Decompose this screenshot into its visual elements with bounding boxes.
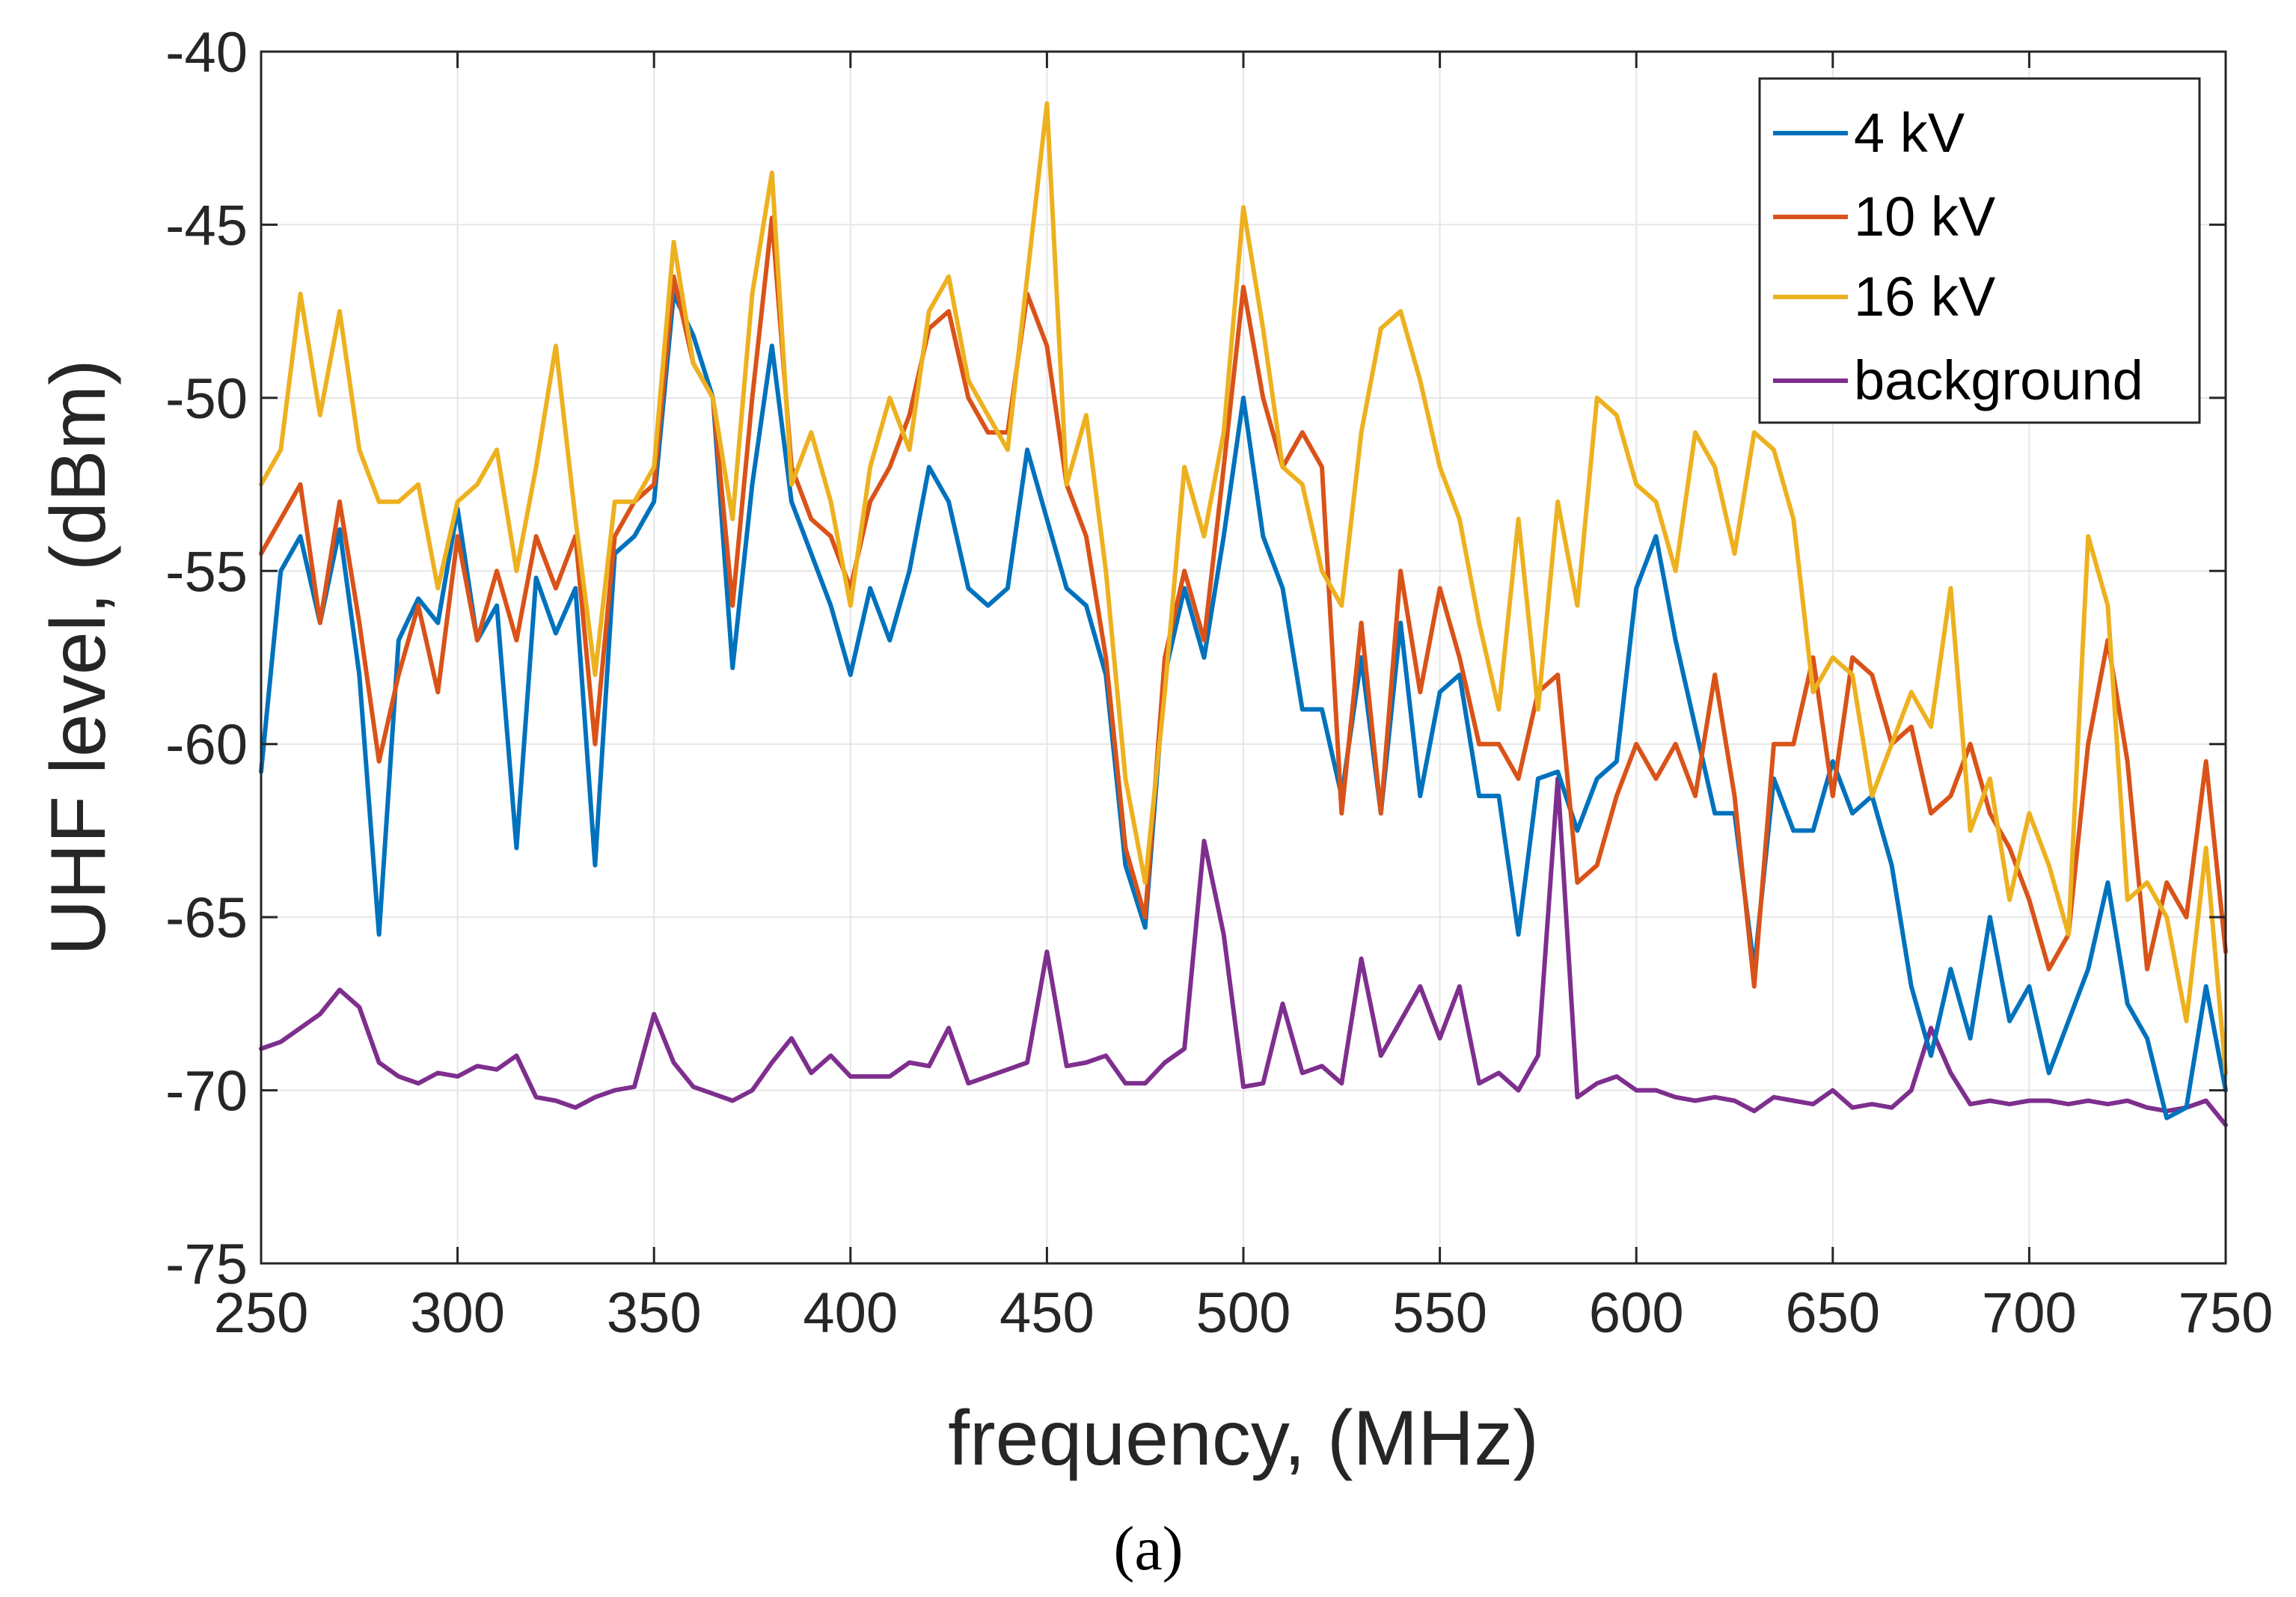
x-tick-label: 450 — [999, 1281, 1095, 1345]
y-tick-label: -60 — [165, 714, 248, 777]
y-tick-label: -70 — [165, 1060, 248, 1124]
x-tick-label: 250 — [214, 1281, 309, 1345]
y-tick-label: -45 — [165, 194, 248, 257]
y-tick-label: -40 — [165, 21, 248, 85]
x-tick-label: 750 — [2179, 1281, 2274, 1345]
y-tick-label: -50 — [165, 367, 248, 431]
ticks: 250 300 350 400 450 500 550 600 650 700 750 -40 -45 -… — [165, 21, 2273, 1345]
legend-label-4kv: 4 kV — [1854, 102, 1965, 164]
series-layer — [259, 101, 2228, 1127]
y-axis-label: UHF level, (dBm) — [35, 359, 122, 955]
series-line-background — [259, 776, 2228, 1127]
x-tick-label: 550 — [1392, 1281, 1487, 1345]
series-line-4-kv — [259, 292, 2228, 1121]
x-tick-label: 500 — [1196, 1281, 1291, 1345]
y-tick-label: -65 — [165, 886, 248, 950]
y-tick-label: -55 — [165, 540, 248, 604]
x-axis-label: frequency, (MHz) — [948, 1395, 1539, 1482]
x-tick-label: 400 — [803, 1281, 898, 1345]
x-tick-label: 650 — [1785, 1281, 1880, 1345]
series-line-16-kv — [259, 101, 2228, 1076]
legend-label-16kv: 16 kV — [1854, 266, 1996, 328]
x-tick-label: 350 — [607, 1281, 702, 1345]
legend-label-background: background — [1854, 349, 2143, 411]
y-tick-label: -75 — [165, 1233, 248, 1296]
figure-caption: (a) — [1113, 1514, 1183, 1584]
legend: 4 kV 10 kV 16 kV background — [1758, 77, 2201, 424]
legend-label-10kv: 10 kV — [1854, 186, 1996, 248]
legend-box — [1758, 77, 2201, 424]
x-tick-label: 300 — [410, 1281, 505, 1345]
x-tick-label: 600 — [1589, 1281, 1684, 1345]
x-tick-label: 700 — [1982, 1281, 2077, 1345]
series-line-10-kv — [259, 215, 2228, 989]
